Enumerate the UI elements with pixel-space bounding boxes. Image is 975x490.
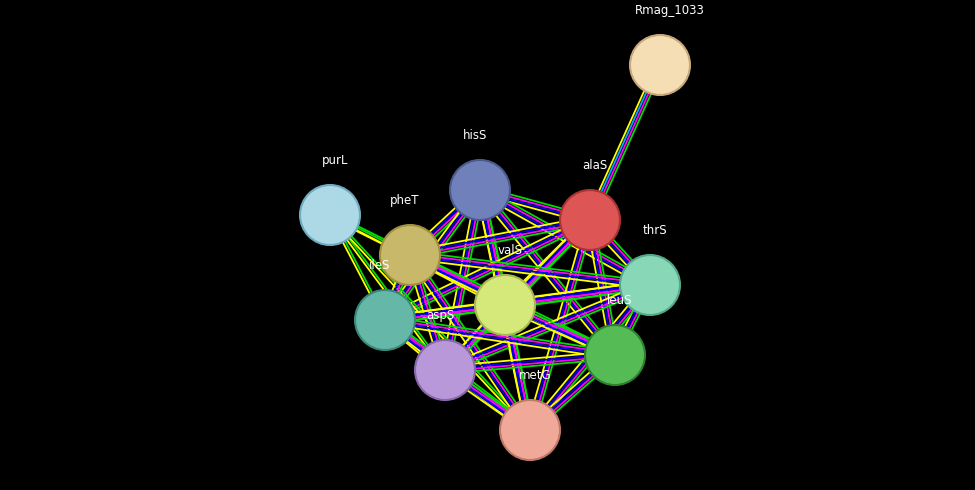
Circle shape: [355, 290, 415, 350]
Circle shape: [475, 275, 535, 335]
Circle shape: [500, 400, 560, 460]
Circle shape: [585, 325, 645, 385]
Text: leuS: leuS: [607, 294, 633, 307]
Text: ileS: ileS: [370, 259, 391, 272]
Text: metG: metG: [519, 369, 551, 382]
Text: hisS: hisS: [463, 129, 488, 142]
Text: pheT: pheT: [390, 194, 420, 207]
Circle shape: [620, 255, 680, 315]
Text: thrS: thrS: [643, 224, 667, 237]
Text: alaS: alaS: [582, 159, 607, 172]
Circle shape: [630, 35, 690, 95]
Circle shape: [415, 340, 475, 400]
Text: purL: purL: [322, 154, 348, 167]
Text: valS: valS: [497, 244, 523, 257]
Text: aspS: aspS: [426, 309, 454, 322]
Text: Rmag_1033: Rmag_1033: [635, 4, 705, 17]
Circle shape: [380, 225, 440, 285]
Circle shape: [560, 190, 620, 250]
Circle shape: [300, 185, 360, 245]
Circle shape: [450, 160, 510, 220]
